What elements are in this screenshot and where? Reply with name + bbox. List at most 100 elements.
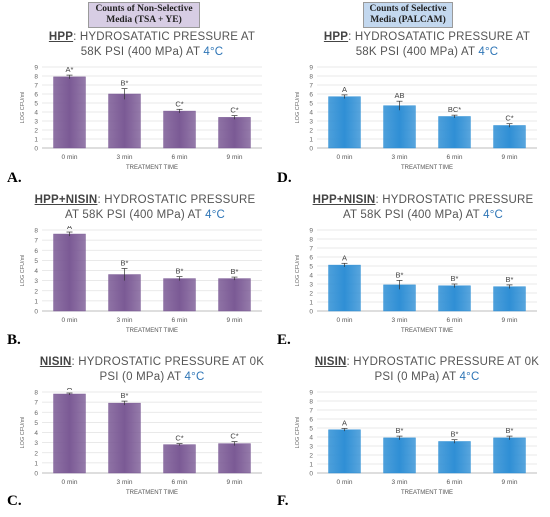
significance-label: C* [175,99,183,108]
bar [438,285,471,312]
bar [438,441,471,474]
chart-panel: NISIN: HYDROSTATIC PRESSURE AT 0K PSI (0… [275,355,550,515]
chart-title: HPP+NISIN: HYDROSTATIC PRESSURE AT 58K P… [308,193,538,223]
y-tick-label: 9 [309,65,313,72]
significance-label: B* [451,274,459,283]
y-tick-label: 0 [309,471,313,478]
x-tick-label: 0 min [62,317,78,324]
chart-title-treatment: HPP+NISIN [312,194,376,206]
y-axis-label: LOG CFU/ml [20,255,26,287]
y-tick-label: 0 [34,309,38,316]
y-tick-label: 2 [309,453,313,460]
y-tick-label: 8 [34,390,38,397]
bar [108,93,141,149]
y-tick-label: 6 [34,92,38,99]
y-tick-label: 3 [34,440,38,447]
significance-label: C* [230,106,238,115]
y-tick-label: 0 [34,146,38,153]
x-tick-label: 3 min [117,154,133,161]
y-tick-label: 6 [309,417,313,424]
x-tick-label: 0 min [62,479,78,486]
x-tick-label: 9 min [227,317,243,324]
x-tick-label: 6 min [447,154,463,161]
bar [53,233,86,312]
x-tick-label: 9 min [502,479,518,486]
y-tick-label: 9 [309,390,313,397]
significance-label: A [67,226,72,231]
x-tick-label: 9 min [502,317,518,324]
x-tick-label: 3 min [392,479,408,486]
y-tick-label: 1 [309,137,313,144]
bar [493,437,526,474]
y-tick-label: 5 [309,264,313,271]
panel-label: A. [7,170,22,186]
y-tick-label: 8 [309,237,313,244]
y-tick-label: 2 [34,128,38,135]
y-tick-label: 3 [309,282,313,289]
chart-title-treatment: HPP+NISIN [34,194,98,206]
significance-label: B* [121,79,129,88]
chart-title-temperature: 4°C [199,46,224,58]
chart-title-treatment: HPP [323,31,349,43]
significance-label: B* [506,275,514,284]
y-tick-label: 5 [34,101,38,108]
bar [438,116,471,149]
x-tick-label: 0 min [337,479,353,486]
y-tick-label: 0 [34,471,38,478]
significance-label: C* [175,434,183,443]
x-tick-label: 3 min [392,317,408,324]
y-tick-label: 4 [309,273,313,280]
y-tick-label: 7 [34,400,38,407]
y-tick-label: 7 [34,238,38,245]
chart-title-treatment: NISIN [314,356,347,368]
bar-chart: 0 1 2 3 4 5 6 7 8 9 LOG CFU/ml A 0 min AB 3 min BC* 6 mi… [295,65,537,171]
panel-label: E. [277,332,291,348]
chart-title-text: : HYDROSTATIC PRESSURE AT 58K PSI (400 M… [65,194,256,221]
x-tick-label: 0 min [62,154,78,161]
bar [53,393,86,474]
y-tick-label: 3 [34,119,38,126]
x-tick-label: 3 min [117,317,133,324]
y-axis-label: LOG CFU/ml [20,417,26,449]
significance-label: B* [506,426,514,435]
bar [328,96,361,149]
chart-title-temperature: 4°C [474,46,499,58]
y-tick-label: 1 [309,462,313,469]
y-tick-label: 5 [309,101,313,108]
chart-title-text: : HYDROSTATIC PRESSURE AT 0K PSI (0 MPa)… [71,356,265,383]
significance-label: C* [230,432,238,441]
panel-label: C. [7,493,22,509]
chart-title-text: : HYDROSATATIC PRESSURE AT 58K PSI (400 … [73,31,256,58]
y-tick-label: 5 [34,258,38,265]
y-tick-label: 5 [34,420,38,427]
bar [328,429,361,474]
x-tick-label: 6 min [172,479,188,486]
bar-chart: 0 1 2 3 4 5 6 7 8 9 LOG CFU/ml A* 0 min B* 3 min C* 6 mi… [20,65,262,171]
significance-label: A [342,85,347,94]
y-tick-label: 9 [34,65,38,72]
significance-label: A* [66,65,74,74]
y-axis-label: LOG CFU/ml [295,417,301,449]
bar-chart: 0 1 2 3 4 5 6 7 8 LOG CFU/ml A 0 min B* 3 min B* 6 min B… [20,226,262,334]
x-axis-label: TREATMENT TIME [126,165,178,171]
chart-panel: HPP+NISIN: HYDROSTATIC PRESSURE AT 58K P… [275,193,550,353]
bar [493,286,526,312]
y-tick-label: 2 [309,291,313,298]
y-tick-label: 2 [34,450,38,457]
y-tick-label: 5 [309,426,313,433]
chart-title-treatment: HPP [48,31,74,43]
chart-title-temperature: 4°C [479,209,503,221]
chart-title-temperature: 4°C [456,371,480,383]
significance-label: C* [505,114,513,123]
chart-title: HPP: HYDROSATATIC PRESSURE AT 58K PSI (4… [312,30,542,60]
y-tick-label: 9 [309,228,313,235]
significance-label: B* [451,430,459,439]
panel-label: B. [7,332,21,348]
x-tick-label: 0 min [337,317,353,324]
panel-label: D. [277,170,292,186]
y-tick-label: 1 [309,300,313,307]
y-tick-label: 4 [34,430,38,437]
x-tick-label: 9 min [502,154,518,161]
y-tick-label: 1 [34,298,38,305]
chart-title-temperature: 4°C [181,371,205,383]
